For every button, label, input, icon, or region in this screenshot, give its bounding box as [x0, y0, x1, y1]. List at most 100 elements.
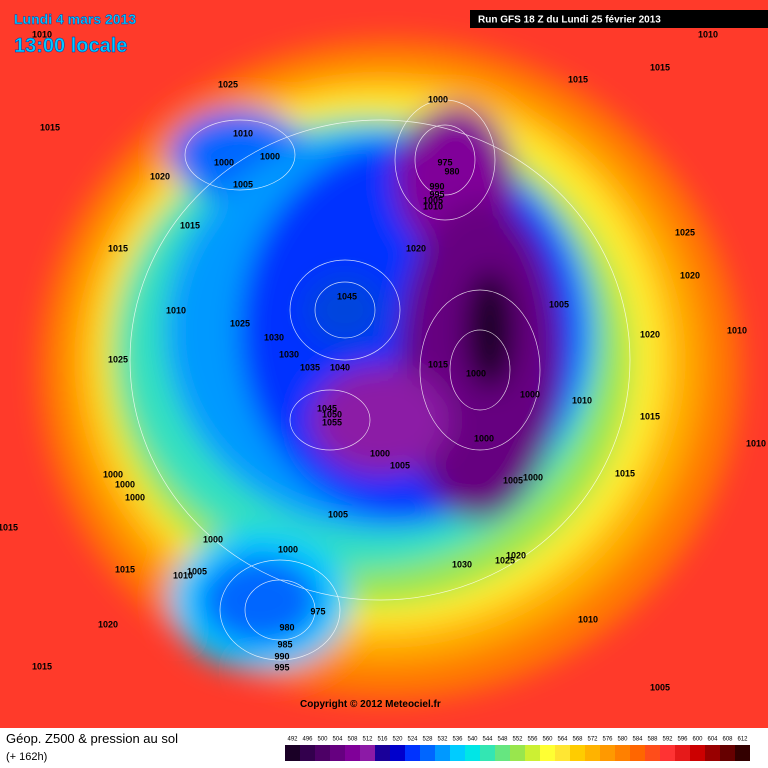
legend-swatch [300, 745, 315, 761]
pressure-label: 1025 [218, 79, 238, 89]
pressure-label: 1025 [108, 354, 128, 364]
legend-value: 496 [302, 737, 313, 743]
legend-value: 532 [437, 737, 448, 743]
legend-swatch [720, 745, 735, 761]
legend-value: 512 [362, 737, 373, 743]
pressure-label: 1015 [180, 220, 200, 230]
pressure-label: 1010 [233, 128, 253, 138]
legend-value: 540 [467, 737, 478, 743]
pressure-label: 980 [279, 622, 294, 632]
color-legend: 492 496 500 504 508 512 516 520 524 528 532 536 540 5… [285, 737, 750, 761]
pressure-label: 1000 [520, 389, 540, 399]
pressure-label: 1020 [640, 329, 660, 339]
legend-value: 552 [512, 737, 523, 743]
legend-value: 600 [692, 737, 703, 743]
legend-swatch [645, 745, 660, 761]
pressure-label: 1030 [279, 349, 299, 359]
pressure-label: 1015 [32, 661, 52, 671]
pressure-label: 1015 [650, 62, 670, 72]
run-info: Run GFS 18 Z du Lundi 25 février 2013 [478, 15, 661, 26]
legend-value: 596 [677, 737, 688, 743]
pressure-label: 1000 [278, 544, 298, 554]
legend-swatch [405, 745, 420, 761]
legend-swatch [540, 745, 555, 761]
pressure-label: 1000 [103, 469, 123, 479]
forecast-date: Lundi 4 mars 2013 [14, 11, 136, 27]
legend-swatch [510, 745, 525, 761]
pressure-label: 1000 [115, 479, 135, 489]
pressure-label: 975 [310, 606, 325, 616]
pressure-label: 1010 [727, 325, 747, 335]
pressure-label: 1050 [322, 409, 342, 419]
legend-swatch [615, 745, 630, 761]
legend-value: 608 [722, 737, 733, 743]
legend-swatch [390, 745, 405, 761]
pressure-label: 1055 [322, 417, 342, 427]
pressure-label: 1010 [166, 305, 186, 315]
pressure-label: 990 [274, 651, 289, 661]
legend-swatch [345, 745, 360, 761]
legend-value: 556 [527, 737, 538, 743]
map-background [0, 0, 768, 728]
pressure-label: 1010 [32, 29, 52, 39]
legend-value: 500 [317, 737, 328, 743]
legend-value: 588 [647, 737, 658, 743]
pressure-label: 1020 [506, 550, 526, 560]
pressure-labels: 1010 101010151015102510001015101010001000… [0, 29, 766, 692]
legend-value: 524 [407, 737, 418, 743]
run-box [470, 10, 768, 28]
pressure-label: 1025 [230, 318, 250, 328]
pressure-label: 1000 [203, 534, 223, 544]
pressure-label: 1025 [675, 227, 695, 237]
lead-time: (+ 162h) [6, 751, 47, 763]
pressure-label: 1015 [428, 359, 448, 369]
pressure-label: 1020 [98, 619, 118, 629]
legend-swatch [420, 745, 435, 761]
pressure-label: 1010 [578, 614, 598, 624]
legend-value: 580 [617, 737, 628, 743]
pressure-label: 1005 [187, 566, 207, 576]
legend-swatch [450, 745, 465, 761]
pressure-label: 1010 [423, 201, 443, 211]
pressure-label: 1000 [523, 472, 543, 482]
pressure-label: 1005 [233, 179, 253, 189]
pressure-label: 1015 [40, 122, 60, 132]
legend-swatch [570, 745, 585, 761]
pressure-label: 1005 [328, 509, 348, 519]
legend-swatch [465, 745, 480, 761]
pressure-label: 1020 [150, 171, 170, 181]
legend-swatch [525, 745, 540, 761]
legend-value: 568 [572, 737, 583, 743]
legend-swatch [480, 745, 495, 761]
legend-swatch [600, 745, 615, 761]
pressure-label: 1015 [568, 74, 588, 84]
pressure-label: 1015 [0, 522, 18, 532]
legend-swatch [630, 745, 645, 761]
legend-value: 572 [587, 737, 598, 743]
pressure-label: 1005 [390, 460, 410, 470]
legend-value: 520 [392, 737, 403, 743]
pressure-label: 1030 [264, 332, 284, 342]
pressure-label: 1000 [214, 157, 234, 167]
pressure-label: 1015 [615, 468, 635, 478]
legend-value: 604 [707, 737, 718, 743]
legend-swatch [285, 745, 300, 761]
pressure-label: 1040 [330, 362, 350, 372]
pressure-label: 1000 [260, 151, 280, 161]
pressure-label: 995 [429, 189, 444, 199]
legend-swatch [495, 745, 510, 761]
legend-value: 560 [542, 737, 553, 743]
legend-swatch [690, 745, 705, 761]
legend-value: 504 [332, 737, 343, 743]
pressure-label: 980 [444, 166, 459, 176]
pressure-label: 1025 [495, 555, 515, 565]
pressure-label: 1005 [650, 682, 670, 692]
pressure-label: 1010 [173, 570, 193, 580]
pressure-label: 990 [429, 181, 444, 191]
legend-swatch [555, 745, 570, 761]
pressure-label: 1015 [640, 411, 660, 421]
legend-swatch [585, 745, 600, 761]
pressure-label: 1005 [503, 475, 523, 485]
legend-swatch [660, 745, 675, 761]
pressure-label: 1015 [108, 243, 128, 253]
